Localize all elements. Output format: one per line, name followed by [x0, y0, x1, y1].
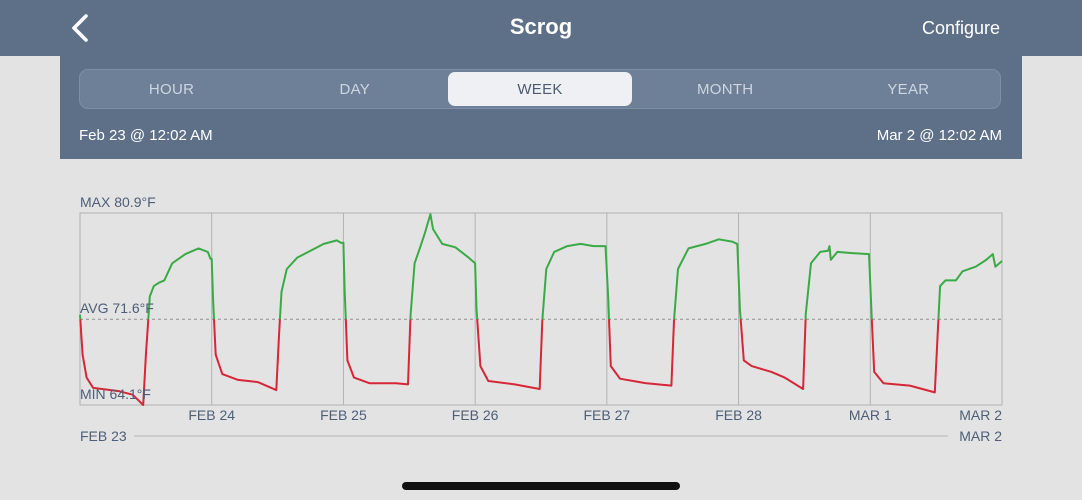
series-segment-above-avg: [409, 213, 479, 320]
series-segment-below-avg: [739, 319, 807, 390]
x-tick-label: FEB 27: [584, 407, 631, 423]
tab-hour[interactable]: HOUR: [148, 80, 195, 98]
plot-frame: [79, 212, 1003, 406]
day-gridlines: [211, 213, 871, 405]
timeline-end-label: MAR 2: [959, 428, 1002, 444]
chevron-left-icon: [72, 14, 88, 42]
series-segment-below-avg: [870, 319, 940, 394]
min-label: MIN 64.1°F: [80, 386, 151, 402]
series-segment-above-avg: [541, 242, 610, 320]
series-segment-above-avg: [937, 253, 1003, 320]
tab-year[interactable]: YEAR: [887, 80, 930, 98]
x-tick-label: MAR 1: [849, 407, 892, 423]
series-segment-above-avg: [804, 245, 873, 320]
home-indicator: [402, 482, 680, 490]
series-segment-above-avg: [147, 247, 215, 320]
x-tick-label: MAR 2: [959, 407, 1002, 423]
series-segment-below-avg: [608, 319, 676, 387]
series-segment-below-avg: [344, 319, 412, 386]
timeline-start-label: FEB 23: [80, 428, 127, 444]
series-segment-above-avg: [278, 239, 347, 320]
series-segment-above-avg: [673, 238, 742, 320]
tab-month[interactable]: MONTH: [696, 80, 754, 98]
max-label: MAX 80.9°F: [80, 194, 156, 210]
x-tick-label: FEB 28: [715, 407, 762, 423]
series-segment-below-avg: [213, 319, 281, 392]
range-panel: HOUR DAY WEEK MONTH YEAR Feb 23 @ 12:02 …: [60, 56, 1022, 159]
temperature-series: [79, 213, 1003, 406]
x-tick-label: FEB 26: [452, 407, 499, 423]
x-tick-label: FEB 25: [320, 407, 367, 423]
period-tabs: HOUR DAY WEEK MONTH YEAR: [79, 69, 1001, 109]
series-segment-below-avg: [79, 319, 150, 406]
temperature-chart: MAX 80.9°F AVG 71.6°F MIN 64.1°F FEB 24 F…: [79, 194, 1003, 444]
series-segment-below-avg: [476, 319, 544, 390]
tab-week[interactable]: WEEK: [448, 72, 632, 106]
avg-label: AVG 71.6°F: [80, 300, 154, 316]
configure-button[interactable]: Configure: [921, 18, 1000, 38]
range-start-label: Feb 23 @ 12:02 AM: [79, 127, 213, 144]
range-end-label: Mar 2 @ 12:02 AM: [876, 127, 1002, 144]
page-title: Scrog: [509, 14, 573, 39]
x-tick-label: FEB 24: [188, 407, 235, 423]
nav-bar: Scrog Configure: [0, 0, 1082, 56]
tab-day[interactable]: DAY: [339, 80, 371, 98]
back-button[interactable]: [60, 8, 100, 48]
x-tick-labels: FEB 24 FEB 25 FEB 26 FEB 27 FEB 28 MAR 1 MAR 2: [188, 407, 1002, 423]
